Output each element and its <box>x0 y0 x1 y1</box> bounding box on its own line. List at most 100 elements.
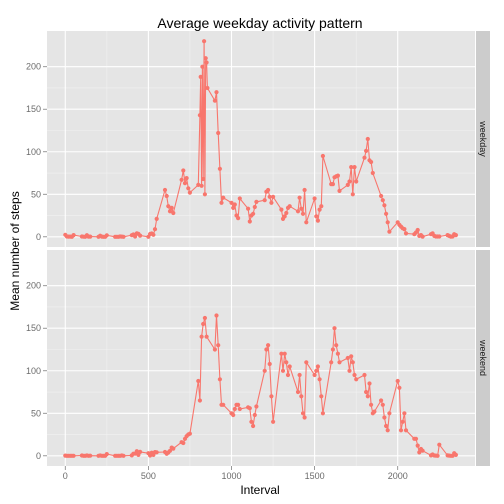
data-point <box>302 415 307 420</box>
x-tick-label: 1000 <box>221 471 241 481</box>
y-tick-label: 200 <box>26 62 41 72</box>
data-point <box>385 428 390 433</box>
data-point <box>247 219 252 224</box>
data-point <box>352 372 357 378</box>
panel-backgrounds <box>47 31 475 466</box>
data-point <box>347 179 352 184</box>
data-point <box>415 227 420 233</box>
data-point <box>236 402 241 407</box>
data-point <box>138 449 143 454</box>
data-point <box>345 182 350 187</box>
data-point <box>349 165 354 170</box>
x-tick-label: 0 <box>63 471 68 481</box>
y-tick-label: 100 <box>26 147 41 157</box>
data-point <box>266 343 271 348</box>
data-point <box>304 360 309 365</box>
facet-strip-label: weekday <box>478 120 488 157</box>
data-point <box>387 411 392 416</box>
data-point <box>71 453 76 458</box>
data-point <box>282 351 287 356</box>
data-point <box>204 334 209 339</box>
data-point <box>400 419 405 424</box>
data-point <box>397 385 402 390</box>
data-point <box>347 368 352 373</box>
data-point <box>319 394 324 399</box>
y-tick-label: 100 <box>26 366 41 376</box>
data-point <box>319 204 324 209</box>
data-point <box>380 402 385 407</box>
data-point <box>202 315 207 321</box>
data-point <box>181 168 186 173</box>
data-point <box>300 411 306 416</box>
data-point <box>420 448 425 453</box>
data-point <box>335 351 340 356</box>
data-point <box>104 233 109 238</box>
data-point <box>151 232 156 237</box>
data-point <box>437 234 442 239</box>
data-point <box>154 450 159 455</box>
data-point <box>379 193 384 199</box>
data-point <box>382 415 387 420</box>
data-point <box>300 211 306 216</box>
data-point <box>453 233 458 238</box>
data-point <box>287 204 292 209</box>
data-point <box>262 368 267 373</box>
data-point <box>217 377 222 382</box>
data-point <box>219 200 224 205</box>
facet-strip-background <box>476 250 490 466</box>
data-point <box>214 90 219 95</box>
data-point <box>152 227 158 232</box>
data-point <box>134 449 139 454</box>
facet-strip-background <box>476 31 490 247</box>
data-point <box>214 313 219 318</box>
x-axis-title: Interval <box>240 483 279 497</box>
data-point <box>262 198 267 203</box>
data-point <box>212 347 217 352</box>
data-point <box>196 378 201 384</box>
data-point <box>453 452 458 457</box>
data-point <box>232 202 237 207</box>
data-point <box>202 192 207 197</box>
y-tick-label: 150 <box>26 323 41 333</box>
series-points <box>63 39 458 458</box>
data-point <box>297 195 302 200</box>
data-point <box>320 411 325 416</box>
x-tick-label: 1500 <box>305 471 325 481</box>
data-point <box>198 74 203 79</box>
data-point <box>216 343 221 348</box>
data-point <box>237 196 242 201</box>
data-point <box>197 398 202 403</box>
data-point <box>402 227 407 232</box>
data-point <box>212 98 217 103</box>
data-point <box>284 360 289 365</box>
data-point <box>267 361 272 367</box>
data-point <box>354 179 359 184</box>
data-point <box>179 177 184 182</box>
data-point <box>166 204 171 209</box>
data-point <box>337 360 342 365</box>
data-point <box>330 347 335 352</box>
data-point <box>254 199 259 204</box>
data-point <box>133 234 138 239</box>
data-point <box>187 431 192 436</box>
data-point <box>320 153 325 159</box>
data-point <box>315 218 320 223</box>
y-axis-title: Mean number of steps <box>8 191 22 310</box>
panel-background <box>47 250 475 466</box>
data-point <box>104 452 109 457</box>
data-point <box>217 166 222 171</box>
data-point <box>364 148 369 153</box>
data-point <box>205 85 210 91</box>
x-tick-label: 2000 <box>388 471 408 481</box>
data-point <box>345 355 350 361</box>
data-point <box>266 187 271 193</box>
data-point <box>279 207 284 212</box>
data-point <box>403 231 409 236</box>
data-point <box>337 188 342 193</box>
data-point <box>121 234 126 239</box>
data-point <box>417 450 422 455</box>
data-point <box>403 428 409 433</box>
data-point <box>379 398 384 403</box>
data-point <box>385 220 390 225</box>
